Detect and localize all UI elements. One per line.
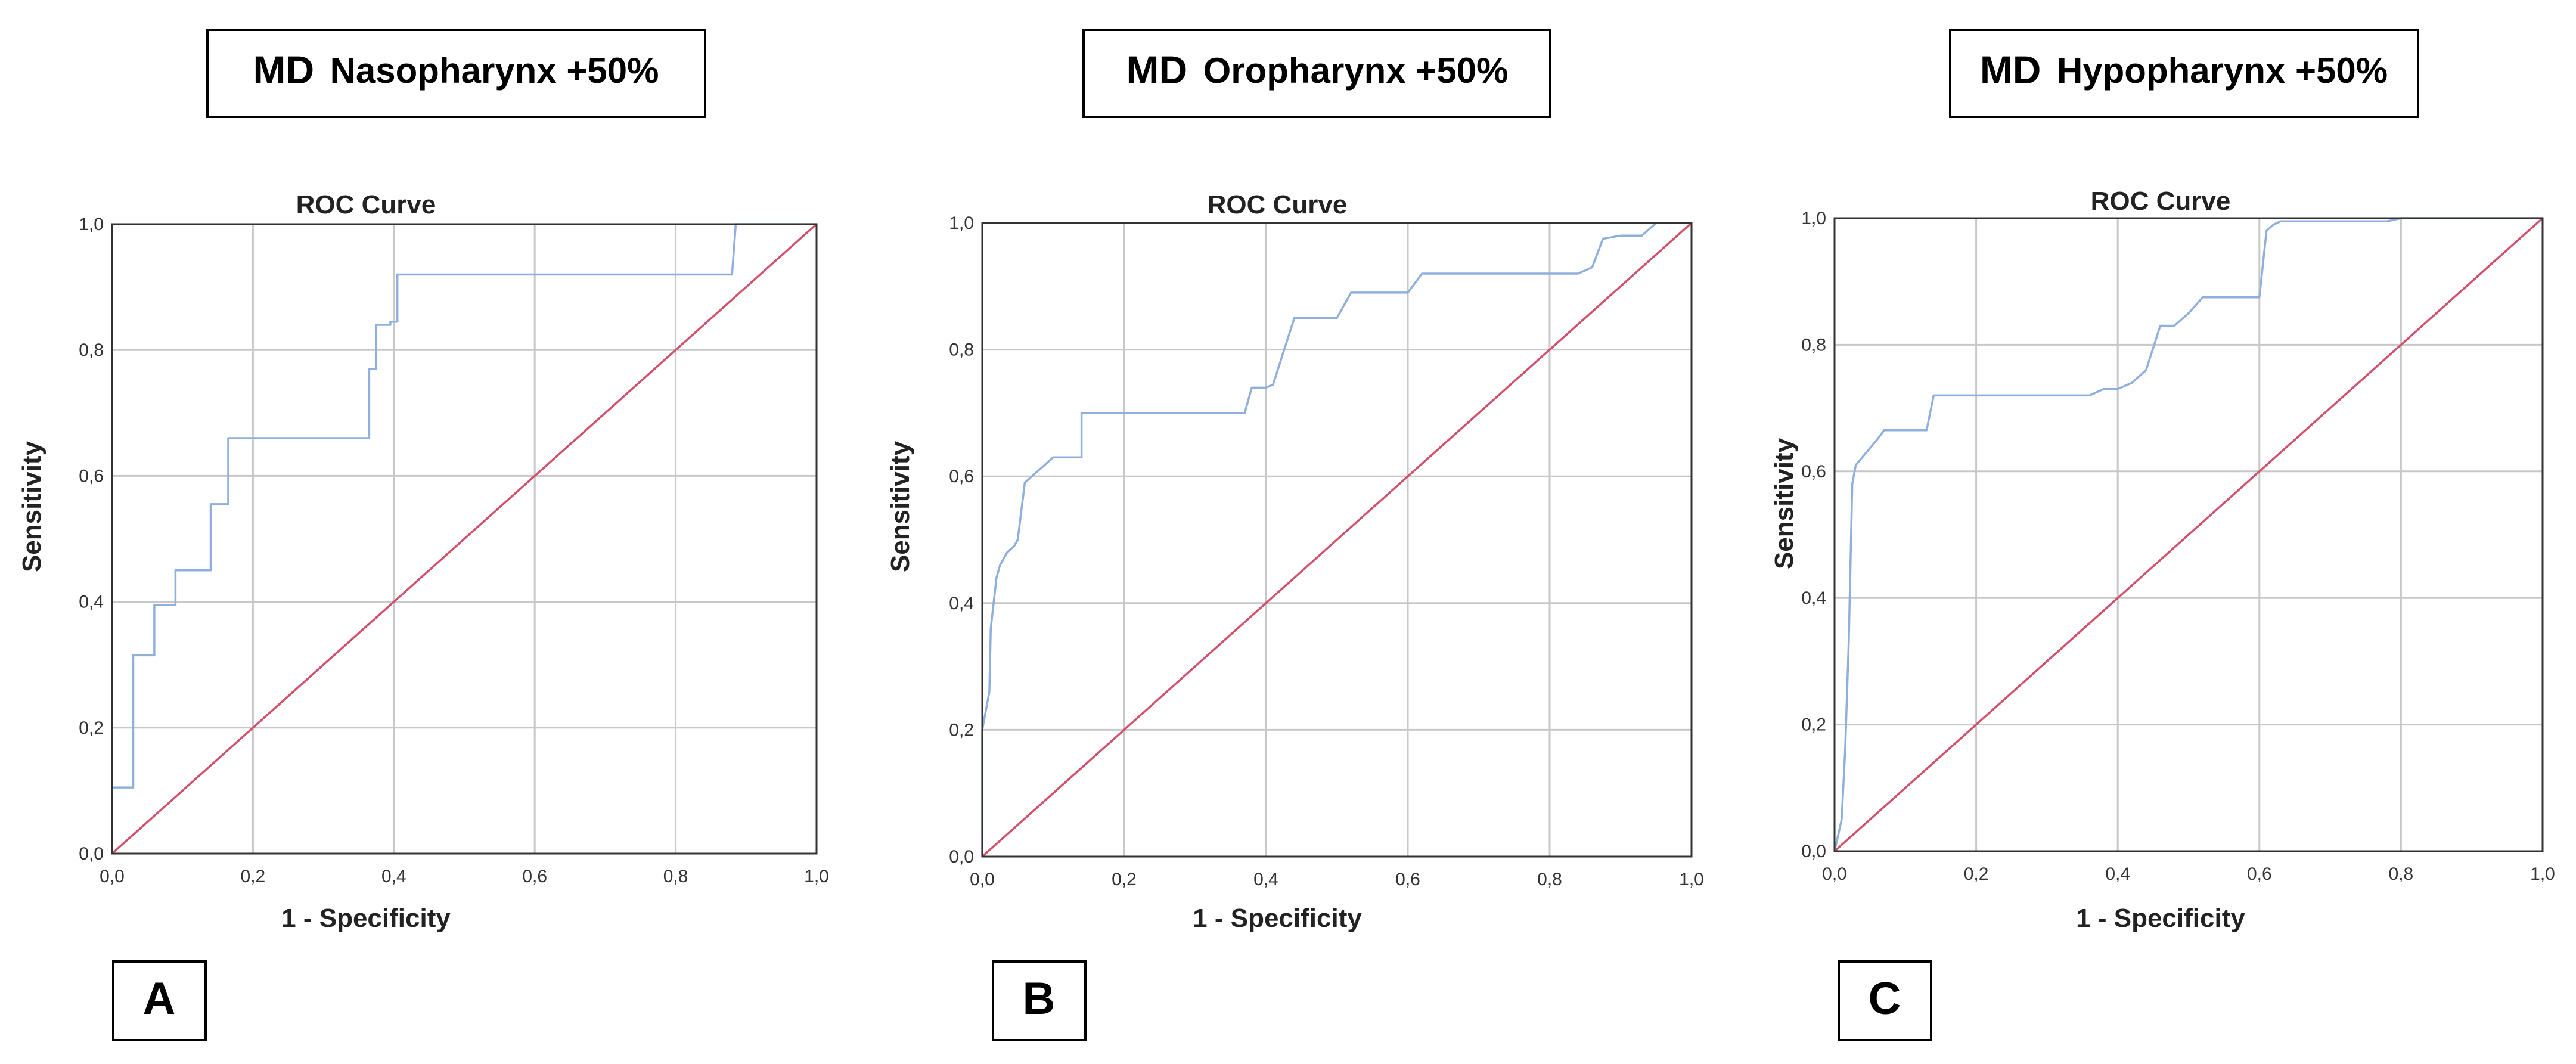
- reference-line-a: [111, 223, 818, 855]
- x-tick-label-a: 0,4: [381, 867, 406, 886]
- x-tick-label-b: 0,0: [970, 870, 995, 889]
- x-tick-label-a: 0,8: [663, 867, 688, 886]
- heading-c: MD Hypopharynx +50%: [1980, 48, 2388, 92]
- plot-frame-a: [111, 223, 818, 855]
- heading-a: MD Nasopharynx +50%: [253, 48, 659, 92]
- plot-area-c: 0,0 0,2 0,4 0,6 0,8 1,0 0,0 0,2 0,4 0,6 0,8 1,0: [1801, 209, 2555, 884]
- y-tick-label-a: 0,6: [79, 466, 104, 486]
- roc-curve-c: [1833, 217, 2543, 852]
- x-axis-label-a: 1 - Specificity: [281, 904, 451, 933]
- y-tick-label-c: 0,4: [1801, 588, 1826, 608]
- x-tick-label-c: 0,2: [1964, 864, 1989, 884]
- y-axis-label-a: Sensitivity: [17, 441, 46, 572]
- y-axis-label-b: Sensitivity: [886, 441, 915, 572]
- y-tick-label-a: 0,0: [79, 844, 104, 864]
- panel-label-box-b: [992, 960, 1087, 1041]
- x-tick-label-a: 0,6: [522, 867, 547, 886]
- plot-area-b: 0,0 0,2 0,4 0,6 0,8 1,0 0,0 0,2 0,4 0,6 0,8 1,0: [949, 213, 1704, 889]
- y-tick-label-b: 0,8: [949, 340, 974, 360]
- heading-box-c: [1949, 29, 2419, 118]
- y-tick-label-c: 0,2: [1801, 715, 1826, 735]
- heading-box-a: [206, 29, 706, 118]
- panel-a: MD Nasopharynx +50% ROC Curve 0,0 0,2 0,4 0…: [17, 29, 829, 1041]
- y-tick-label-a: 0,4: [79, 593, 104, 612]
- x-tick-label-b: 1,0: [1679, 870, 1704, 889]
- x-tick-label-a: 1,0: [804, 867, 829, 886]
- panel-b: MD Oropharynx +50% ROC Curve 0,0 0,2 0,4 0,…: [886, 29, 1704, 1041]
- heading-a-region: Nasopharynx +50%: [330, 51, 659, 91]
- plot-area-a: 0,0 0,2 0,4 0,6 0,8 1,0 0,0 0,2 0,4 0,6 0,8 1,0: [79, 215, 829, 886]
- panel-c: MD Hypopharynx +50% ROC Curve 0,0 0,2 0,4 0…: [1770, 29, 2555, 1041]
- panel-label-c: C: [1869, 973, 1901, 1024]
- reference-line-c: [1833, 217, 2544, 852]
- reference-line-b: [981, 222, 1693, 858]
- y-tick-label-b: 1,0: [949, 213, 974, 233]
- panel-label-b: B: [1023, 973, 1056, 1024]
- x-tick-label-c: 0,4: [2105, 864, 2130, 884]
- y-axis-label-c: Sensitivity: [1770, 438, 1799, 569]
- y-tick-label-b: 0,6: [949, 467, 974, 486]
- x-tick-label-c: 0,6: [2247, 864, 2272, 884]
- y-tick-label-b: 0,0: [949, 847, 974, 867]
- panel-label-a: A: [143, 973, 176, 1024]
- x-tick-label-a: 0,2: [241, 867, 266, 886]
- x-tick-label-b: 0,8: [1537, 870, 1562, 889]
- y-tick-label-a: 1,0: [79, 215, 104, 234]
- y-tick-label-c: 0,6: [1801, 462, 1826, 482]
- x-tick-label-b: 0,4: [1253, 870, 1278, 889]
- plot-frame-c: [1833, 217, 2544, 852]
- y-tick-label-b: 0,2: [949, 720, 974, 740]
- chart-title-b: ROC Curve: [1208, 190, 1348, 219]
- roc-curve-b: [981, 222, 1692, 857]
- heading-box-b: [1082, 29, 1551, 118]
- x-tick-label-b: 0,6: [1395, 870, 1420, 889]
- y-tick-label-c: 1,0: [1801, 209, 1826, 228]
- x-tick-label-b: 0,2: [1112, 870, 1137, 889]
- y-tick-label-c: 0,8: [1801, 335, 1826, 355]
- roc-curve-a: [111, 223, 817, 854]
- x-axis-label-b: 1 - Specificity: [1193, 904, 1362, 933]
- chart-title-a: ROC Curve: [296, 190, 436, 219]
- heading-c-measure: MD: [1980, 48, 2041, 92]
- heading-c-region: Hypopharynx +50%: [2057, 51, 2388, 91]
- heading-b-measure: MD: [1126, 48, 1188, 92]
- x-tick-label-c: 1,0: [2530, 864, 2555, 884]
- x-tick-label-c: 0,0: [1822, 864, 1847, 884]
- heading-b-region: Oropharynx +50%: [1203, 51, 1509, 91]
- x-axis-label-c: 1 - Specificity: [2076, 904, 2245, 933]
- x-tick-label-c: 0,8: [2389, 864, 2414, 884]
- y-tick-label-c: 0,0: [1801, 842, 1826, 861]
- heading-a-measure: MD: [253, 48, 314, 92]
- y-tick-label-a: 0,2: [79, 718, 104, 738]
- panel-label-box-c: [1838, 960, 1932, 1041]
- y-tick-label-b: 0,4: [949, 594, 974, 613]
- heading-b: MD Oropharynx +50%: [1126, 48, 1509, 92]
- plot-frame-b: [981, 222, 1693, 858]
- x-tick-label-a: 0,0: [100, 867, 125, 886]
- panel-label-box-a: [112, 960, 207, 1041]
- y-tick-label-a: 0,8: [79, 340, 104, 360]
- chart-title-c: ROC Curve: [2091, 187, 2231, 216]
